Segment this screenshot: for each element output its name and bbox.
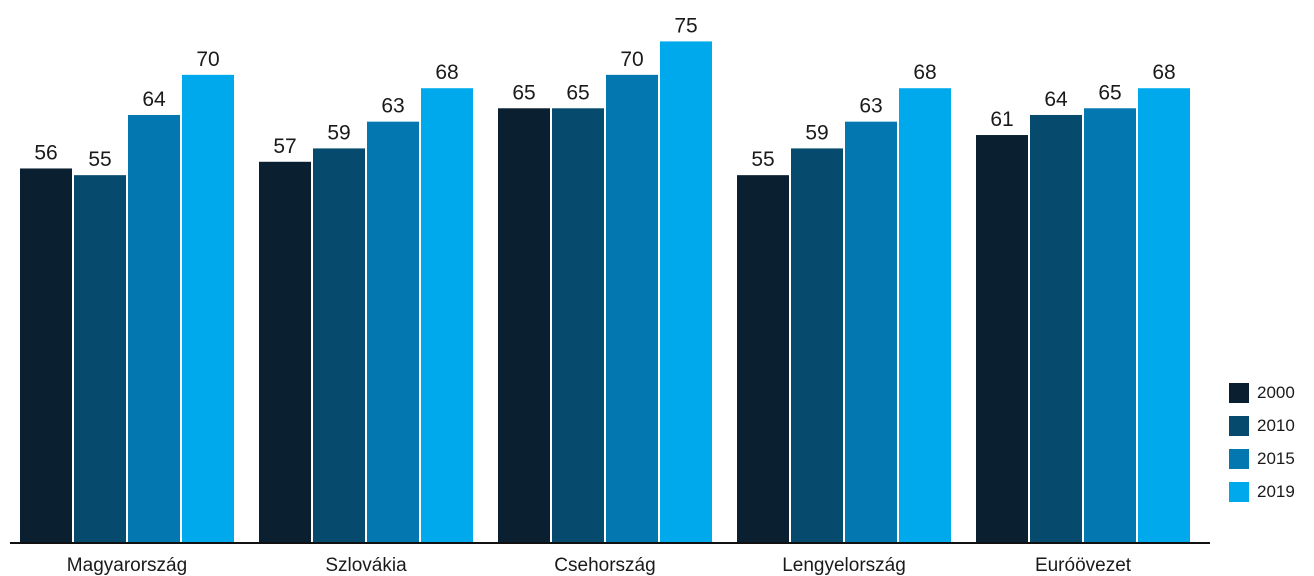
legend-label-2015: 2015 — [1257, 449, 1295, 468]
bar-csehország-2000 — [498, 108, 550, 543]
data-label-magyarország-2000: 56 — [34, 141, 57, 164]
data-label-euróövezet-2019: 68 — [1152, 61, 1175, 84]
bar-lengyelország-2015 — [845, 121, 897, 543]
bar-euróövezet-2015 — [1084, 108, 1136, 543]
data-label-szlovákia-2015: 63 — [381, 95, 404, 118]
data-label-magyarország-2010: 55 — [88, 148, 111, 171]
bar-euróövezet-2000 — [976, 135, 1028, 544]
category-labels-layer: Magyarország Szlovákia Csehország Lengyelor… — [67, 555, 1132, 576]
bar-magyarország-2019 — [182, 74, 234, 543]
bar-csehország-2010 — [552, 108, 604, 543]
legend-swatch-2000 — [1229, 383, 1249, 403]
bar-euróövezet-2019 — [1138, 88, 1190, 543]
data-label-lengyelország-2015: 63 — [859, 95, 882, 118]
bar-szlovákia-2015 — [367, 121, 419, 543]
legend: 2000 2010 2015 2019 — [1229, 382, 1309, 514]
legend-label-2019: 2019 — [1257, 482, 1295, 501]
data-label-euróövezet-2015: 65 — [1098, 81, 1121, 104]
data-label-csehország-2019: 75 — [674, 14, 697, 37]
category-label-2: Csehország — [554, 555, 655, 576]
category-label-3: Lengyelország — [782, 555, 906, 576]
data-label-csehország-2000: 65 — [512, 81, 535, 104]
legend-swatch-2015 — [1229, 449, 1249, 469]
legend-label-2000: 2000 — [1257, 383, 1295, 402]
data-label-magyarország-2019: 70 — [196, 48, 219, 71]
data-label-lengyelország-2010: 59 — [805, 121, 828, 144]
category-label-4: Euróövezet — [1035, 555, 1132, 576]
bar-csehország-2015 — [606, 74, 658, 543]
bar-csehország-2019 — [660, 41, 712, 544]
bar-euróövezet-2010 — [1030, 114, 1082, 543]
legend-item-2015: 2015 — [1229, 448, 1309, 470]
legend-label-2010: 2010 — [1257, 416, 1295, 435]
bar-szlovákia-2019 — [421, 88, 473, 543]
bar-szlovákia-2000 — [259, 161, 311, 543]
bar-szlovákia-2010 — [313, 148, 365, 543]
data-label-lengyelország-2019: 68 — [913, 61, 936, 84]
data-label-szlovákia-2010: 59 — [327, 121, 350, 144]
legend-swatch-2010 — [1229, 416, 1249, 436]
data-label-szlovákia-2000: 57 — [273, 135, 296, 158]
bar-magyarország-2010 — [74, 175, 126, 543]
bar-lengyelország-2010 — [791, 148, 843, 543]
data-label-lengyelország-2000: 55 — [751, 148, 774, 171]
legend-item-2019: 2019 — [1229, 481, 1309, 503]
data-label-csehország-2015: 70 — [620, 48, 643, 71]
data-labels-layer: 56 55 64 70 57 59 63 68 65 65 70 75 55 59 63 68 61 64 65 68 — [34, 14, 1175, 171]
category-label-1: Szlovákia — [325, 555, 407, 576]
legend-item-2010: 2010 — [1229, 415, 1309, 437]
legend-item-2000: 2000 — [1229, 382, 1309, 404]
data-label-euróövezet-2010: 64 — [1044, 88, 1068, 111]
bar-lengyelország-2000 — [737, 175, 789, 543]
data-label-euróövezet-2000: 61 — [990, 108, 1013, 131]
bar-magyarország-2000 — [20, 168, 72, 544]
data-label-csehország-2010: 65 — [566, 81, 589, 104]
data-label-szlovákia-2019: 68 — [435, 61, 458, 84]
bars-layer — [20, 41, 1190, 544]
data-label-magyarország-2015: 64 — [142, 88, 166, 111]
bar-magyarország-2015 — [128, 114, 180, 543]
category-label-0: Magyarország — [67, 555, 187, 576]
bar-lengyelország-2019 — [899, 88, 951, 543]
legend-swatch-2019 — [1229, 482, 1249, 502]
